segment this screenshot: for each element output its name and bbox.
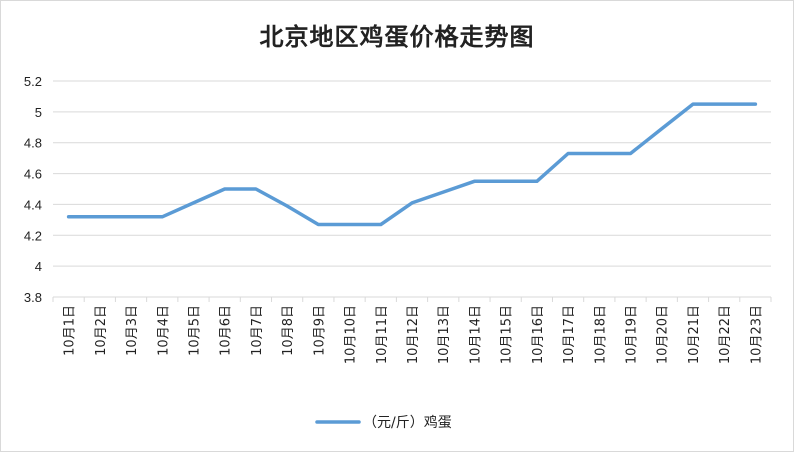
x-tick-label: 10月14日 (468, 305, 483, 364)
y-tick-label: 4.6 (24, 167, 42, 182)
x-tick-label: 10月13日 (437, 305, 452, 364)
y-tick-label: 4.4 (24, 197, 42, 212)
y-tick-label: 5.2 (24, 74, 42, 89)
y-tick-label: 4 (35, 259, 42, 274)
x-tick-label: 10月22日 (718, 305, 733, 364)
x-tick-label: 10月16日 (531, 305, 546, 364)
y-tick-label: 5 (35, 105, 42, 120)
x-tick-label: 10月21日 (687, 305, 702, 364)
x-tick-label: 10月1日 (63, 305, 78, 356)
x-tick-label: 10月10日 (344, 305, 359, 364)
x-tick-label: 10月23日 (749, 305, 764, 364)
x-tick-label: 10月11日 (375, 305, 390, 364)
x-tick-label: 10月4日 (156, 305, 171, 356)
x-tick-label: 10月5日 (187, 305, 202, 356)
series-line (66, 102, 758, 227)
x-tick-label: 10月15日 (500, 305, 515, 364)
x-tick-label: 10月17日 (562, 305, 577, 364)
y-tick-label: 3.8 (24, 290, 42, 305)
x-tick-label: 10月18日 (593, 305, 608, 364)
x-tick-label: 10月8日 (281, 305, 296, 356)
x-tick-label: 10月6日 (219, 305, 234, 356)
y-tick-label: 4.2 (24, 228, 42, 243)
x-tick-label: 10月19日 (625, 305, 640, 364)
chart-title: 北京地区鸡蛋价格走势图 (259, 22, 535, 51)
x-tick-label: 10月2日 (94, 305, 109, 356)
y-tick-label: 4.8 (24, 136, 42, 151)
legend-label: （元/斤）鸡蛋 (363, 414, 452, 431)
x-tick-label: 10月20日 (656, 305, 671, 364)
x-tick-label: 10月7日 (250, 305, 265, 356)
x-tick-label: 10月9日 (312, 305, 327, 356)
x-tick-label: 10月12日 (406, 305, 421, 364)
x-tick-label: 10月3日 (125, 305, 140, 356)
